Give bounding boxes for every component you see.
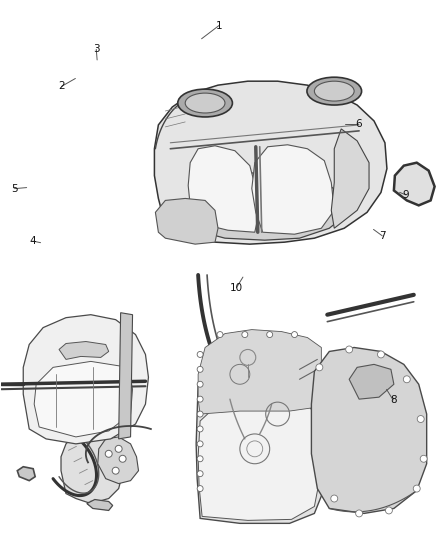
Circle shape (292, 332, 297, 337)
Circle shape (378, 351, 385, 358)
Polygon shape (87, 499, 113, 511)
Polygon shape (190, 173, 349, 240)
Polygon shape (59, 342, 109, 359)
Circle shape (316, 364, 323, 371)
Ellipse shape (314, 81, 354, 101)
Circle shape (356, 510, 363, 517)
Text: 1: 1 (215, 21, 223, 30)
Polygon shape (331, 129, 369, 228)
Circle shape (197, 426, 203, 432)
Circle shape (197, 471, 203, 477)
Circle shape (197, 441, 203, 447)
Polygon shape (17, 467, 35, 481)
Circle shape (413, 485, 420, 492)
Circle shape (197, 351, 203, 358)
Circle shape (197, 366, 203, 373)
Circle shape (385, 507, 392, 514)
Circle shape (197, 381, 203, 387)
Text: 10: 10 (230, 282, 243, 293)
Polygon shape (252, 145, 334, 234)
Circle shape (403, 376, 410, 383)
Text: 8: 8 (390, 395, 396, 405)
Ellipse shape (307, 77, 362, 105)
Circle shape (217, 332, 223, 337)
Ellipse shape (178, 89, 233, 117)
Text: 4: 4 (29, 236, 36, 246)
Circle shape (105, 450, 112, 457)
Ellipse shape (185, 93, 225, 113)
Polygon shape (61, 431, 123, 504)
Polygon shape (349, 365, 394, 399)
Polygon shape (98, 437, 138, 483)
Polygon shape (155, 81, 387, 244)
Text: 5: 5 (11, 184, 18, 193)
Circle shape (267, 332, 273, 337)
Polygon shape (311, 348, 427, 513)
Circle shape (197, 456, 203, 462)
Circle shape (331, 495, 338, 502)
Circle shape (197, 486, 203, 491)
Circle shape (197, 396, 203, 402)
Circle shape (115, 446, 122, 453)
Polygon shape (155, 198, 218, 244)
Text: 7: 7 (379, 231, 385, 241)
Circle shape (417, 416, 424, 423)
Text: 9: 9 (403, 190, 410, 200)
Text: 3: 3 (93, 44, 99, 54)
Polygon shape (198, 404, 319, 520)
Polygon shape (198, 329, 321, 414)
Polygon shape (23, 314, 148, 444)
Polygon shape (394, 163, 434, 205)
Text: 6: 6 (355, 118, 362, 128)
Polygon shape (34, 361, 133, 437)
Polygon shape (188, 146, 258, 232)
Circle shape (346, 346, 353, 353)
Text: 2: 2 (58, 82, 65, 92)
Circle shape (197, 411, 203, 417)
Circle shape (119, 455, 126, 462)
Polygon shape (119, 313, 133, 439)
Circle shape (112, 467, 119, 474)
Circle shape (242, 332, 248, 337)
Polygon shape (196, 334, 324, 523)
Circle shape (420, 455, 427, 462)
